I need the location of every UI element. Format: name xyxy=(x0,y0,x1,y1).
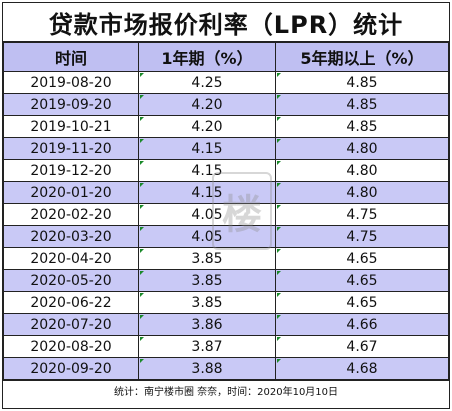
one-year-cell: 3.87 xyxy=(138,335,276,358)
table-row: 2020-05-20 3.85 4.65 xyxy=(3,269,449,292)
table-row: 2020-04-20 3.85 4.65 xyxy=(3,247,449,270)
header-one-year: 1年期（%） xyxy=(138,42,276,72)
five-year-cell: 4.66 xyxy=(275,313,449,336)
date-cell: 2020-06-22 xyxy=(3,291,139,314)
five-year-cell: 4.85 xyxy=(275,71,449,94)
five-year-cell: 4.75 xyxy=(275,203,449,226)
five-year-cell: 4.85 xyxy=(275,115,449,138)
table-row: 2020-01-20 4.15 4.80 xyxy=(3,181,449,204)
table-row: 2019-12-20 4.15 4.80 xyxy=(3,159,449,182)
date-cell: 2019-10-21 xyxy=(3,115,139,138)
table-row: 2019-08-20 4.25 4.85 xyxy=(3,71,449,94)
five-year-cell: 4.68 xyxy=(275,357,449,380)
table-row: 2020-07-20 3.86 4.66 xyxy=(3,313,449,336)
one-year-cell: 4.20 xyxy=(138,115,276,138)
one-year-cell: 3.88 xyxy=(138,357,276,380)
table-row: 2020-08-20 3.87 4.67 xyxy=(3,335,449,358)
date-cell: 2019-09-20 xyxy=(3,93,139,116)
one-year-cell: 4.25 xyxy=(138,71,276,94)
table-row: 2020-02-20 4.05 4.75 xyxy=(3,203,449,226)
table-title: 贷款市场报价利率（LPR）统计 xyxy=(3,3,449,42)
one-year-cell: 4.05 xyxy=(138,225,276,248)
one-year-cell: 4.15 xyxy=(138,181,276,204)
date-cell: 2020-02-20 xyxy=(3,203,139,226)
one-year-cell: 4.05 xyxy=(138,203,276,226)
date-cell: 2019-12-20 xyxy=(3,159,139,182)
date-cell: 2019-11-20 xyxy=(3,137,139,160)
lpr-table: 时间 1年期（%） 5年期以上（%） 2019-08-20 4.25 4.85 201… xyxy=(3,42,449,380)
date-cell: 2020-03-20 xyxy=(3,225,139,248)
five-year-cell: 4.65 xyxy=(275,269,449,292)
header-row: 时间 1年期（%） 5年期以上（%） xyxy=(3,42,449,72)
five-year-cell: 4.85 xyxy=(275,93,449,116)
table-row: 2019-09-20 4.20 4.85 xyxy=(3,93,449,116)
date-cell: 2020-05-20 xyxy=(3,269,139,292)
date-cell: 2020-09-20 xyxy=(3,357,139,380)
five-year-cell: 4.75 xyxy=(275,225,449,248)
one-year-cell: 4.20 xyxy=(138,93,276,116)
table-row: 2020-03-20 4.05 4.75 xyxy=(3,225,449,248)
one-year-cell: 3.86 xyxy=(138,313,276,336)
five-year-cell: 4.67 xyxy=(275,335,449,358)
one-year-cell: 3.85 xyxy=(138,269,276,292)
one-year-cell: 4.15 xyxy=(138,159,276,182)
five-year-cell: 4.80 xyxy=(275,159,449,182)
date-cell: 2020-07-20 xyxy=(3,313,139,336)
header-date: 时间 xyxy=(3,42,139,72)
table-body: 2019-08-20 4.25 4.85 2019-09-20 4.20 4.85 2019… xyxy=(3,71,449,380)
table-row: 2020-06-22 3.85 4.65 xyxy=(3,291,449,314)
header-five-year: 5年期以上（%） xyxy=(275,42,449,72)
footer-note: 统计：南宁楼市圈 奈奈，时间：2020年10月10日 xyxy=(3,380,449,399)
five-year-cell: 4.80 xyxy=(275,137,449,160)
five-year-cell: 4.65 xyxy=(275,247,449,270)
one-year-cell: 3.85 xyxy=(138,291,276,314)
date-cell: 2020-08-20 xyxy=(3,335,139,358)
table-row: 2020-09-20 3.88 4.68 xyxy=(3,357,449,380)
table-row: 2019-11-20 4.15 4.80 xyxy=(3,137,449,160)
five-year-cell: 4.65 xyxy=(275,291,449,314)
five-year-cell: 4.80 xyxy=(275,181,449,204)
date-cell: 2020-01-20 xyxy=(3,181,139,204)
one-year-cell: 3.85 xyxy=(138,247,276,270)
date-cell: 2020-04-20 xyxy=(3,247,139,270)
one-year-cell: 4.15 xyxy=(138,137,276,160)
date-cell: 2019-08-20 xyxy=(3,71,139,94)
table-row: 2019-10-21 4.20 4.85 xyxy=(3,115,449,138)
